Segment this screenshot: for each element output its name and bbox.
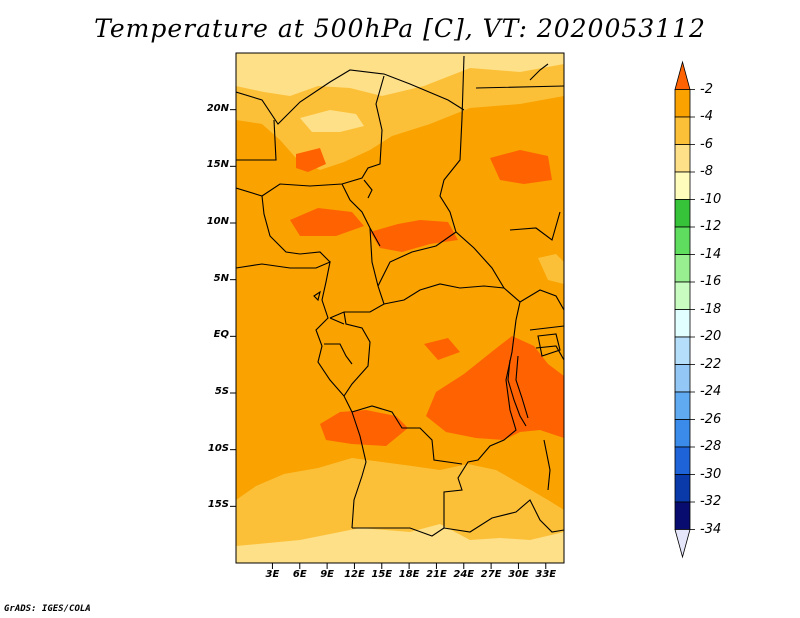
border-east-africa bbox=[519, 289, 564, 361]
lat-label: 10S bbox=[207, 442, 229, 454]
colorbar-label: -6 bbox=[700, 136, 713, 152]
colorbar-label: -32 bbox=[700, 494, 722, 509]
shading-warm-congo bbox=[424, 338, 460, 360]
shading-blob-light-east bbox=[538, 254, 564, 284]
lon-label: 12E bbox=[344, 569, 365, 580]
border-sudan-west bbox=[439, 55, 465, 233]
shading-blob-pale-northwest bbox=[300, 110, 364, 132]
border-nigeria bbox=[261, 183, 381, 263]
colorbar-label: -4 bbox=[700, 109, 713, 124]
colorbar-swatch bbox=[674, 144, 691, 173]
border-angola bbox=[351, 411, 445, 537]
lake-victoria bbox=[537, 333, 561, 357]
lake-malawi bbox=[543, 439, 551, 491]
border-drc-north bbox=[383, 283, 521, 321]
colorbar-swatch bbox=[674, 446, 691, 475]
lon-label: 9E bbox=[320, 569, 334, 580]
lat-label: 10N bbox=[206, 216, 229, 227]
border-sahara-north bbox=[236, 69, 465, 125]
shading-band-pale-south bbox=[236, 524, 564, 563]
lake-tanganyika bbox=[507, 355, 529, 427]
shading-warm-central-ridge bbox=[370, 220, 458, 252]
lake-chad bbox=[363, 179, 373, 199]
colorbar-label: -24 bbox=[700, 384, 722, 399]
lon-label: 30E bbox=[508, 569, 529, 580]
shading-band-pale-north bbox=[236, 53, 564, 96]
lake-small-west bbox=[313, 290, 321, 302]
lon-label: 15E bbox=[371, 569, 393, 580]
border-drc-east bbox=[443, 319, 517, 528]
colorbar-swatch bbox=[674, 226, 691, 255]
lat-label: 5S bbox=[214, 386, 229, 397]
lat-label: 15S bbox=[207, 499, 229, 511]
colorbar-label: -18 bbox=[700, 301, 722, 317]
coast-northeast bbox=[529, 63, 549, 81]
border-car bbox=[377, 231, 505, 289]
longitude-ticks bbox=[271, 563, 547, 569]
lon-label: 6E bbox=[292, 569, 307, 580]
lon-label: 33E bbox=[535, 569, 557, 580]
border-gabon bbox=[324, 317, 353, 365]
colorbar-swatch bbox=[674, 60, 691, 90]
colorbar-swatch bbox=[674, 171, 691, 200]
shading-warm-southwest bbox=[320, 410, 408, 446]
coastline-west bbox=[236, 261, 353, 413]
colorbar-label: -22 bbox=[700, 356, 722, 372]
shading-warm-west-central bbox=[290, 208, 364, 236]
colorbar-swatch bbox=[674, 89, 691, 118]
colorbar-swatch bbox=[674, 116, 691, 145]
colorbar-label: -30 bbox=[700, 466, 722, 482]
colorbar-label: -12 bbox=[700, 219, 722, 234]
lat-label: 15N bbox=[206, 159, 229, 171]
colorbar-swatch bbox=[674, 281, 691, 310]
border-drc-south bbox=[351, 405, 463, 465]
shading-warm-lakes bbox=[426, 336, 564, 440]
lon-label: 27E bbox=[480, 569, 502, 580]
border-niger-chad bbox=[236, 75, 385, 197]
colorbar-label: -14 bbox=[700, 246, 722, 262]
colorbar-swatch bbox=[674, 391, 691, 420]
colorbar-label: -16 bbox=[700, 274, 722, 289]
colorbar-label: -10 bbox=[700, 191, 722, 207]
colorbar-label: -28 bbox=[700, 439, 722, 454]
shading-warm-northwest bbox=[296, 148, 326, 172]
chart-title: Temperature at 500hPa [C], VT: 202005311… bbox=[94, 14, 706, 43]
colorbar-label: -2 bbox=[700, 81, 713, 97]
border-congo-rep bbox=[343, 311, 371, 397]
colorbar-swatch bbox=[674, 254, 691, 283]
colorbar-swatch bbox=[674, 419, 691, 448]
colorbar-swatch bbox=[674, 364, 691, 393]
colorbar-swatch bbox=[674, 501, 691, 530]
lat-label: 5N bbox=[213, 272, 229, 284]
border-zambia bbox=[443, 499, 564, 533]
colorbar-swatch bbox=[674, 309, 691, 338]
grads-credit: GrADS: IGES/COLA bbox=[4, 604, 91, 614]
temperature-shading bbox=[236, 53, 564, 563]
colorbar bbox=[674, 60, 695, 559]
lon-label: 3E bbox=[265, 569, 280, 580]
latitude-ticks bbox=[230, 109, 236, 507]
lat-label: 20N bbox=[206, 102, 229, 114]
lon-label: 18E bbox=[398, 569, 420, 580]
lon-label: 21E bbox=[426, 569, 447, 580]
colorbar-label: -34 bbox=[700, 521, 722, 537]
colorbar-swatch bbox=[674, 529, 691, 559]
colorbar-swatch bbox=[674, 336, 691, 365]
border-sudan-east bbox=[475, 85, 564, 241]
lon-label: 24E bbox=[453, 569, 475, 580]
shading-warm-east bbox=[490, 150, 552, 184]
colorbar-swatch bbox=[674, 474, 691, 503]
colorbar-label: -26 bbox=[700, 411, 722, 427]
colorbar-label: -20 bbox=[700, 329, 722, 344]
lat-label: EQ bbox=[213, 329, 229, 341]
colorbar-swatch bbox=[674, 199, 691, 228]
map-frame bbox=[235, 52, 565, 564]
colorbar-label: -8 bbox=[700, 164, 713, 179]
country-borders bbox=[236, 55, 564, 537]
